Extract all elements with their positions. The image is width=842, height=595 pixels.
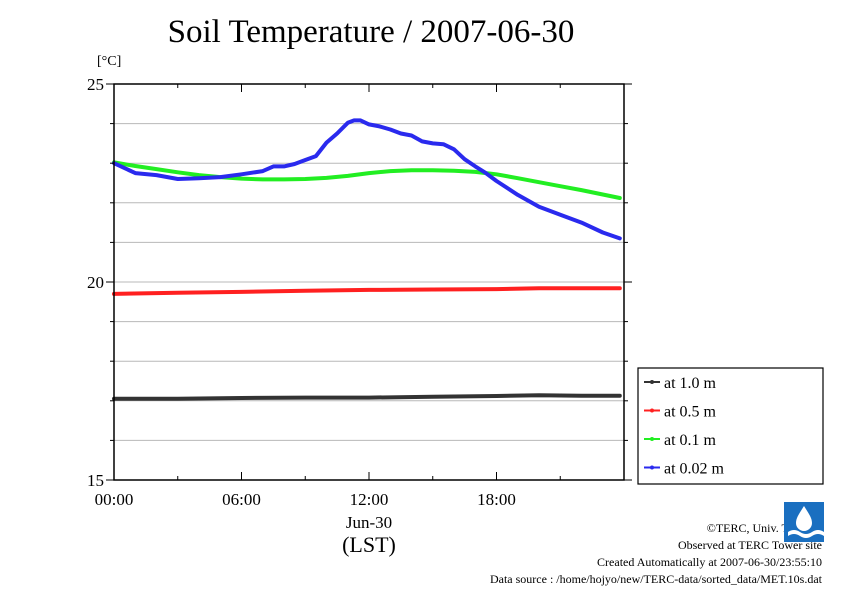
legend-label: at 0.5 m	[664, 404, 717, 421]
x-tick-label: 12:00	[350, 490, 389, 509]
y-unit-label: [°C]	[97, 54, 122, 69]
credits-block: ©TERC, Univ. Tsukuba Observed at TERC To…	[490, 520, 822, 588]
axes: 15 20 25 00:00 06:00 12:00 18:00 Jun-30(LST)	[87, 75, 632, 557]
series-line-0	[112, 393, 622, 401]
credit-copyright: ©TERC, Univ. Tsukuba	[706, 521, 822, 535]
series-line-2	[112, 160, 622, 200]
legend-label: at 1.0 m	[664, 375, 717, 392]
legend-marker	[650, 380, 654, 384]
x-tick-label: 06:00	[222, 490, 261, 509]
series-line-1	[112, 286, 622, 296]
legend-marker	[650, 408, 654, 413]
legend-label: at 0.1 m	[664, 432, 717, 449]
legend-box	[637, 367, 824, 485]
legend-label: at 0.02 m	[664, 461, 725, 478]
credit-created: Created Automatically at 2007-06-30/23:5…	[597, 555, 822, 569]
legend-marker	[650, 437, 654, 441]
credit-observed: Observed at TERC Tower site	[677, 538, 822, 552]
chart-title: Soil Temperature / 2007-06-30	[167, 14, 575, 50]
x-date-label: Jun-30	[346, 513, 392, 532]
y-tick-label: 15	[87, 471, 104, 490]
y-tick-label: 20	[87, 273, 104, 292]
terc-logo-icon	[784, 502, 824, 542]
y-tick-label: 25	[87, 75, 104, 94]
credit-source: Data source : /home/hojyo/new/TERC-data/…	[489, 572, 822, 586]
x-tick-label: 18:00	[477, 490, 516, 509]
series-line-3	[112, 118, 622, 241]
legend-marker	[650, 465, 654, 470]
series-lines	[112, 118, 622, 401]
x-axis-label: (LST)	[342, 532, 396, 557]
legend: at 1.0 m at 0.5 m at 0.1 m at 0.02 m	[637, 367, 824, 485]
x-tick-label: 00:00	[95, 490, 134, 509]
